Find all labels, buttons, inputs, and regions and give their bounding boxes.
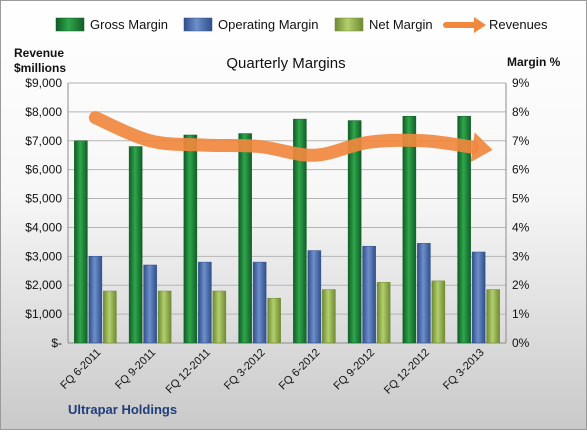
legend-arrowhead-revenues <box>474 17 486 33</box>
bar-net-margin <box>431 280 446 344</box>
right-axis-tick-label: 7% <box>512 134 530 148</box>
left-axis-tick-label: $8,000 <box>25 105 62 119</box>
bar-operating-margin <box>362 245 376 344</box>
bar-operating-margin <box>307 250 322 344</box>
bar-operating-margin <box>198 261 212 344</box>
left-axis-tick-label: $7,000 <box>25 134 62 148</box>
right-axis-tick-label: 3% <box>512 249 530 263</box>
bar-operating-margin <box>252 261 267 344</box>
bar-net-margin <box>267 297 281 344</box>
bar-net-margin <box>103 290 117 344</box>
bar-gross-margin <box>402 115 417 344</box>
right-axis-tick-label: 4% <box>512 220 530 234</box>
footer-label: Ultrapar Holdings <box>68 402 177 417</box>
left-axis-label-line1: Revenue <box>14 46 64 60</box>
bar-gross-margin <box>347 120 362 344</box>
bar-gross-margin <box>457 115 471 344</box>
left-axis-label-line2: $millions <box>14 61 66 75</box>
bar-gross-margin <box>238 133 252 344</box>
bar-gross-margin <box>183 134 198 344</box>
legend-label-revenues: Revenues <box>489 17 548 32</box>
legend-swatch-gross-margin <box>55 17 85 32</box>
line-revenues <box>88 111 480 162</box>
bar-gross-margin <box>128 146 143 344</box>
left-axis-tick-label: $6,000 <box>25 163 62 177</box>
left-axis-tick-label: $2,000 <box>25 278 62 292</box>
left-axis-tick-label: $4,000 <box>25 220 62 234</box>
bar-gross-margin <box>293 118 307 344</box>
legend-label-gross-margin: Gross Margin <box>90 17 168 32</box>
right-axis-tick-label: 9% <box>512 76 530 90</box>
legend: Gross Margin Operating Margin Net Margin… <box>55 17 548 33</box>
bar-gross-margin <box>74 140 88 344</box>
right-axis-tick-label: 6% <box>512 163 530 177</box>
right-axis-tick-label: 0% <box>512 336 530 350</box>
legend-swatch-net-margin <box>334 17 364 32</box>
right-axis-label: Margin % <box>507 55 561 69</box>
bar-net-margin <box>212 290 227 344</box>
left-axis-tick-label: $3,000 <box>25 249 62 263</box>
bar-operating-margin <box>417 243 431 344</box>
bar-operating-margin <box>88 256 103 344</box>
bar-net-margin <box>322 289 336 344</box>
chart-title: Quarterly Margins <box>226 55 345 72</box>
bar-net-margin <box>486 289 500 344</box>
right-axis-tick-label: 2% <box>512 278 530 292</box>
bar-operating-margin <box>143 264 157 344</box>
bar-net-margin <box>376 282 391 344</box>
left-axis-tick-label: $- <box>51 336 62 350</box>
right-axis-tick-label: 5% <box>512 192 530 206</box>
bar-operating-margin <box>471 251 486 344</box>
left-axis-tick-label: $1,000 <box>25 307 62 321</box>
right-axis-tick-label: 8% <box>512 105 530 119</box>
left-axis-tick-label: $5,000 <box>25 192 62 206</box>
legend-swatch-operating-margin <box>183 17 213 32</box>
legend-label-operating-margin: Operating Margin <box>218 17 318 32</box>
left-axis-tick-label: $9,000 <box>25 76 62 90</box>
revenues-arrowhead <box>470 132 493 163</box>
right-axis-tick-label: 1% <box>512 307 530 321</box>
bar-net-margin <box>157 290 172 344</box>
legend-label-net-margin: Net Margin <box>369 17 433 32</box>
